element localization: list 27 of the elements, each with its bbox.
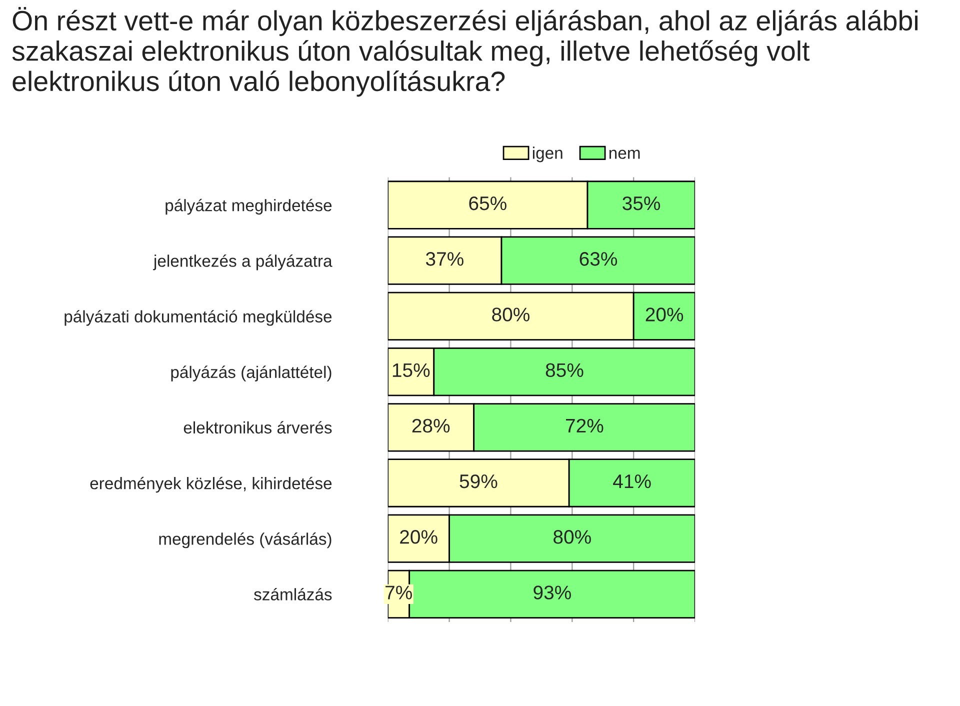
y-tick-label: jelentkezés a pályázatra — [153, 254, 332, 270]
data-label: 41% — [613, 474, 651, 488]
data-label: 65% — [469, 196, 506, 210]
data-label: 37% — [426, 252, 464, 266]
y-tick-label: megrendelés (vásárlás) — [159, 532, 332, 548]
y-tick-label: pályázati dokumentáció megküldése — [64, 310, 332, 326]
y-tick-label: számlázás — [254, 588, 332, 600]
data-label: 35% — [622, 196, 660, 210]
data-label: 80% — [554, 530, 591, 544]
data-label: 7% — [386, 586, 412, 600]
chart-title: Ön részt vett-e már olyan közbeszerzési eljárásban, ahol az eljárás alábbi szakaszai elektronikus úton valósultak meg, illetve lehetőség volt elektronikus úton való lebonyolításukra? — [12, 7, 918, 97]
data-label: 80% — [492, 308, 530, 322]
data-label: 93% — [534, 586, 571, 600]
legend-label: nem — [609, 150, 640, 159]
data-label: 20% — [400, 530, 438, 544]
data-label: 15% — [392, 363, 430, 378]
y-tick-label: pályázat meghirdetése — [166, 198, 332, 215]
data-label: 59% — [460, 474, 498, 488]
data-label: 63% — [580, 252, 618, 266]
data-label: 85% — [546, 363, 584, 378]
y-tick-label: pályázás (ajánlattétel) — [171, 366, 332, 382]
data-label: 72% — [566, 418, 604, 433]
y-tick-label: elektronikus árverés — [184, 421, 332, 434]
legend-label: igen — [532, 146, 562, 162]
data-label: 20% — [646, 308, 684, 322]
data-label: 28% — [412, 418, 450, 433]
y-tick-label: eredmények közlése, kihirdetése — [90, 476, 332, 493]
